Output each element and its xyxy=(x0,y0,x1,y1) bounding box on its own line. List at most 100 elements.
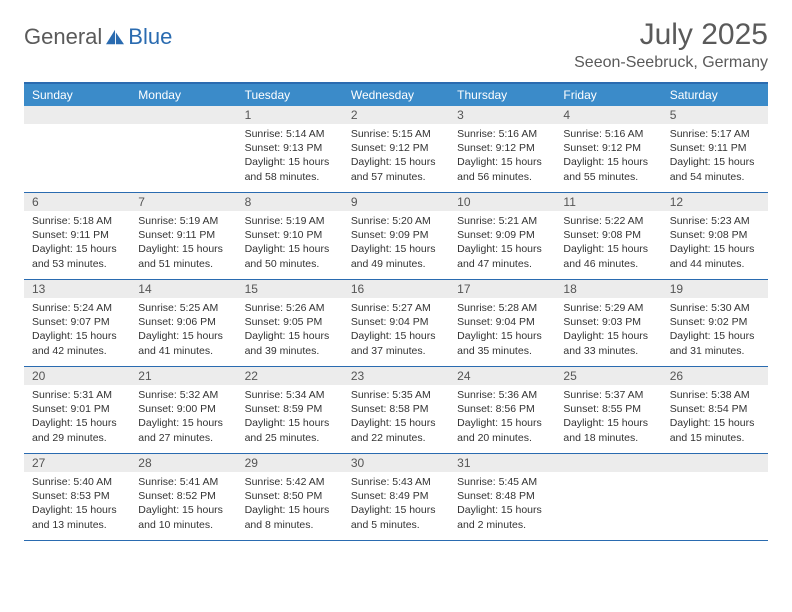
logo-text-general: General xyxy=(24,24,102,50)
day-cell: 3Sunrise: 5:16 AMSunset: 9:12 PMDaylight… xyxy=(449,106,555,192)
day-number: 9 xyxy=(343,193,449,211)
daylight-line: Daylight: 15 hours and 44 minutes. xyxy=(670,242,760,270)
day-number: 18 xyxy=(555,280,661,298)
daylight-line: Daylight: 15 hours and 46 minutes. xyxy=(563,242,653,270)
weekday-header: Thursday xyxy=(449,84,555,106)
daylight-line: Daylight: 15 hours and 37 minutes. xyxy=(351,329,441,357)
day-cell: 29Sunrise: 5:42 AMSunset: 8:50 PMDayligh… xyxy=(237,454,343,540)
weekday-header: Monday xyxy=(130,84,236,106)
sunset-line: Sunset: 8:50 PM xyxy=(245,489,335,503)
day-cell: 7Sunrise: 5:19 AMSunset: 9:11 PMDaylight… xyxy=(130,193,236,279)
day-number: 17 xyxy=(449,280,555,298)
sunrise-line: Sunrise: 5:35 AM xyxy=(351,388,441,402)
day-body: Sunrise: 5:16 AMSunset: 9:12 PMDaylight:… xyxy=(449,124,555,190)
sunrise-line: Sunrise: 5:31 AM xyxy=(32,388,122,402)
day-body: Sunrise: 5:31 AMSunset: 9:01 PMDaylight:… xyxy=(24,385,130,451)
sunrise-line: Sunrise: 5:25 AM xyxy=(138,301,228,315)
day-number: 5 xyxy=(662,106,768,124)
sunset-line: Sunset: 9:03 PM xyxy=(563,315,653,329)
day-number: 12 xyxy=(662,193,768,211)
day-cell: 13Sunrise: 5:24 AMSunset: 9:07 PMDayligh… xyxy=(24,280,130,366)
sunrise-line: Sunrise: 5:16 AM xyxy=(563,127,653,141)
day-body: Sunrise: 5:35 AMSunset: 8:58 PMDaylight:… xyxy=(343,385,449,451)
day-number: 26 xyxy=(662,367,768,385)
daylight-line: Daylight: 15 hours and 29 minutes. xyxy=(32,416,122,444)
daylight-line: Daylight: 15 hours and 22 minutes. xyxy=(351,416,441,444)
day-cell: 19Sunrise: 5:30 AMSunset: 9:02 PMDayligh… xyxy=(662,280,768,366)
day-body: Sunrise: 5:15 AMSunset: 9:12 PMDaylight:… xyxy=(343,124,449,190)
sunrise-line: Sunrise: 5:45 AM xyxy=(457,475,547,489)
day-body: Sunrise: 5:26 AMSunset: 9:05 PMDaylight:… xyxy=(237,298,343,364)
title-block: July 2025 Seeon-Seebruck, Germany xyxy=(574,18,768,72)
sunrise-line: Sunrise: 5:41 AM xyxy=(138,475,228,489)
day-number: 24 xyxy=(449,367,555,385)
weekday-header: Sunday xyxy=(24,84,130,106)
sunrise-line: Sunrise: 5:26 AM xyxy=(245,301,335,315)
day-cell: 6Sunrise: 5:18 AMSunset: 9:11 PMDaylight… xyxy=(24,193,130,279)
sunrise-line: Sunrise: 5:19 AM xyxy=(245,214,335,228)
sunset-line: Sunset: 9:10 PM xyxy=(245,228,335,242)
day-cell: 24Sunrise: 5:36 AMSunset: 8:56 PMDayligh… xyxy=(449,367,555,453)
sunset-line: Sunset: 9:09 PM xyxy=(351,228,441,242)
day-cell: 22Sunrise: 5:34 AMSunset: 8:59 PMDayligh… xyxy=(237,367,343,453)
daylight-line: Daylight: 15 hours and 53 minutes. xyxy=(32,242,122,270)
day-body: Sunrise: 5:19 AMSunset: 9:10 PMDaylight:… xyxy=(237,211,343,277)
week-row: 27Sunrise: 5:40 AMSunset: 8:53 PMDayligh… xyxy=(24,454,768,541)
day-cell: 10Sunrise: 5:21 AMSunset: 9:09 PMDayligh… xyxy=(449,193,555,279)
day-number: 19 xyxy=(662,280,768,298)
day-number: 15 xyxy=(237,280,343,298)
weekday-header-row: SundayMondayTuesdayWednesdayThursdayFrid… xyxy=(24,84,768,106)
daylight-line: Daylight: 15 hours and 27 minutes. xyxy=(138,416,228,444)
day-cell: 17Sunrise: 5:28 AMSunset: 9:04 PMDayligh… xyxy=(449,280,555,366)
daylight-line: Daylight: 15 hours and 55 minutes. xyxy=(563,155,653,183)
daylight-line: Daylight: 15 hours and 13 minutes. xyxy=(32,503,122,531)
daylight-line: Daylight: 15 hours and 33 minutes. xyxy=(563,329,653,357)
sunrise-line: Sunrise: 5:38 AM xyxy=(670,388,760,402)
sunset-line: Sunset: 8:55 PM xyxy=(563,402,653,416)
sunrise-line: Sunrise: 5:20 AM xyxy=(351,214,441,228)
sunset-line: Sunset: 9:09 PM xyxy=(457,228,547,242)
sunrise-line: Sunrise: 5:17 AM xyxy=(670,127,760,141)
day-body: Sunrise: 5:32 AMSunset: 9:00 PMDaylight:… xyxy=(130,385,236,451)
sunset-line: Sunset: 9:04 PM xyxy=(351,315,441,329)
sunrise-line: Sunrise: 5:29 AM xyxy=(563,301,653,315)
daylight-line: Daylight: 15 hours and 41 minutes. xyxy=(138,329,228,357)
sunset-line: Sunset: 8:56 PM xyxy=(457,402,547,416)
day-body: Sunrise: 5:27 AMSunset: 9:04 PMDaylight:… xyxy=(343,298,449,364)
day-number: 7 xyxy=(130,193,236,211)
day-body: Sunrise: 5:43 AMSunset: 8:49 PMDaylight:… xyxy=(343,472,449,538)
sunrise-line: Sunrise: 5:24 AM xyxy=(32,301,122,315)
day-body: Sunrise: 5:20 AMSunset: 9:09 PMDaylight:… xyxy=(343,211,449,277)
day-body xyxy=(24,124,130,133)
day-number xyxy=(130,106,236,124)
day-cell: 28Sunrise: 5:41 AMSunset: 8:52 PMDayligh… xyxy=(130,454,236,540)
day-cell: 25Sunrise: 5:37 AMSunset: 8:55 PMDayligh… xyxy=(555,367,661,453)
day-number: 6 xyxy=(24,193,130,211)
sunset-line: Sunset: 9:08 PM xyxy=(670,228,760,242)
day-cell: 4Sunrise: 5:16 AMSunset: 9:12 PMDaylight… xyxy=(555,106,661,192)
day-cell xyxy=(662,454,768,540)
weekday-header: Saturday xyxy=(662,84,768,106)
daylight-line: Daylight: 15 hours and 51 minutes. xyxy=(138,242,228,270)
sunset-line: Sunset: 9:11 PM xyxy=(670,141,760,155)
daylight-line: Daylight: 15 hours and 8 minutes. xyxy=(245,503,335,531)
day-cell: 2Sunrise: 5:15 AMSunset: 9:12 PMDaylight… xyxy=(343,106,449,192)
sunrise-line: Sunrise: 5:40 AM xyxy=(32,475,122,489)
sunset-line: Sunset: 8:53 PM xyxy=(32,489,122,503)
day-body: Sunrise: 5:24 AMSunset: 9:07 PMDaylight:… xyxy=(24,298,130,364)
day-cell: 1Sunrise: 5:14 AMSunset: 9:13 PMDaylight… xyxy=(237,106,343,192)
day-cell: 12Sunrise: 5:23 AMSunset: 9:08 PMDayligh… xyxy=(662,193,768,279)
sunset-line: Sunset: 9:13 PM xyxy=(245,141,335,155)
day-cell: 30Sunrise: 5:43 AMSunset: 8:49 PMDayligh… xyxy=(343,454,449,540)
sunset-line: Sunset: 8:58 PM xyxy=(351,402,441,416)
sunset-line: Sunset: 9:00 PM xyxy=(138,402,228,416)
day-number: 8 xyxy=(237,193,343,211)
day-cell: 18 Sunrise: 5:29 AMSunset: 9:03 PMDayligh… xyxy=(555,280,661,366)
sunset-line: Sunset: 8:52 PM xyxy=(138,489,228,503)
day-number xyxy=(662,454,768,472)
day-cell: 11Sunrise: 5:22 AMSunset: 9:08 PMDayligh… xyxy=(555,193,661,279)
day-body: Sunrise: 5:14 AMSunset: 9:13 PMDaylight:… xyxy=(237,124,343,190)
day-number: 28 xyxy=(130,454,236,472)
day-body: Sunrise: 5:17 AMSunset: 9:11 PMDaylight:… xyxy=(662,124,768,190)
day-number: 11 xyxy=(555,193,661,211)
